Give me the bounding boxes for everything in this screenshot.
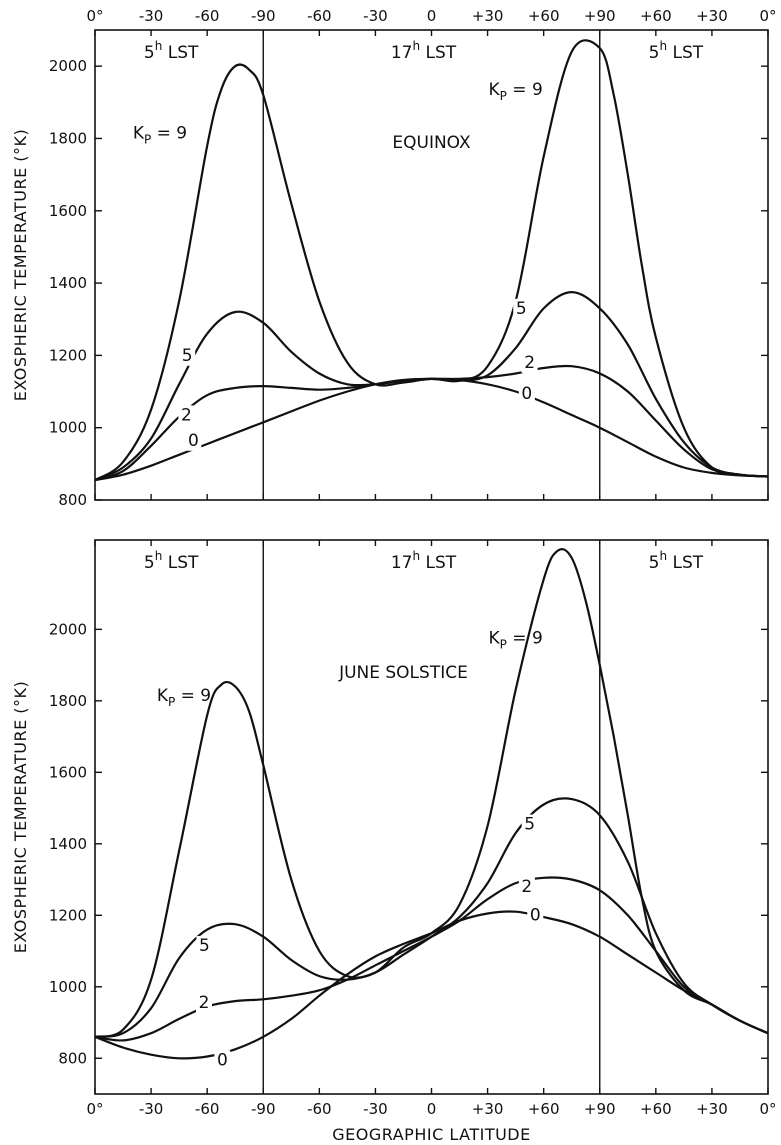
y-tick-label: 1400: [49, 835, 87, 853]
x-tick-label: +60: [528, 7, 560, 25]
series-curve-5: [94, 797, 769, 1038]
series-label-kp9: KP = 9: [488, 629, 542, 652]
series-curve-0: [94, 910, 769, 1060]
x-tick-label: 0°: [86, 1100, 103, 1118]
x-tick-label: +90: [584, 1100, 616, 1118]
plot-frame: [94, 29, 769, 501]
series-label-bg: [521, 814, 538, 835]
series-label-0: 0: [530, 906, 541, 926]
series-label-kp9: KP = 9: [157, 686, 211, 709]
y-tick-label: 1800: [49, 692, 87, 710]
series-label-2: 2: [181, 405, 192, 425]
series-label-bg: [214, 1050, 231, 1071]
y-tick-label: 1400: [49, 274, 87, 292]
series-label-bg: [196, 936, 213, 957]
y-axis-title: EXOSPHERIC TEMPERATURE (°K): [11, 681, 30, 954]
series-label-bg: [178, 405, 195, 426]
series-curve-kp9: [94, 548, 769, 1038]
x-tick-label: -60: [195, 1100, 220, 1118]
x-tick-label: -90: [251, 7, 276, 25]
series-label-5: 5: [182, 346, 193, 366]
x-tick-label: -60: [307, 1100, 332, 1118]
x-tick-label: +30: [472, 7, 504, 25]
x-tick-label: -30: [139, 7, 164, 25]
series-label-0: 0: [217, 1050, 228, 1070]
series-label-0: 0: [188, 431, 199, 451]
x-tick-label: -30: [139, 1100, 164, 1118]
x-tick-label: +30: [472, 1100, 504, 1118]
region-label: 5h LST: [649, 549, 704, 573]
region-label: 5h LST: [144, 549, 199, 573]
region-label: 17h LST: [391, 549, 457, 573]
series-label-kp9: KP = 9: [488, 80, 542, 103]
series-label-5: 5: [524, 815, 535, 835]
x-tick-label: +30: [696, 7, 728, 25]
x-tick-label: 0: [427, 1100, 437, 1118]
y-tick-label: 800: [58, 491, 87, 509]
series-label-5: 5: [516, 299, 527, 319]
y-tick-label: 1000: [49, 419, 87, 437]
y-axis-title: EXOSPHERIC TEMPERATURE (°K): [11, 129, 30, 402]
x-tick-label: +90: [584, 7, 616, 25]
series-label-2: 2: [199, 993, 210, 1013]
y-tick-label: 1600: [49, 202, 87, 220]
x-tick-label: +60: [528, 1100, 560, 1118]
series-label-2: 2: [521, 877, 532, 897]
series-label-bg: [521, 353, 538, 374]
x-tick-label: +60: [640, 7, 672, 25]
y-tick-label: 1000: [49, 978, 87, 996]
region-label: 5h LST: [144, 39, 199, 63]
region-label: 17h LST: [391, 39, 457, 63]
x-tick-label: -60: [307, 7, 332, 25]
series-label-bg: [195, 993, 212, 1014]
panel-annotation: JUNE SOLSTICE: [338, 663, 468, 683]
y-tick-label: 2000: [49, 620, 87, 638]
series-curve-5: [94, 290, 769, 482]
series-label-kp9: KP = 9: [133, 123, 187, 146]
x-tick-label: -90: [251, 1100, 276, 1118]
series-label-bg: [518, 877, 535, 898]
y-tick-label: 1200: [49, 906, 87, 924]
series-label-bg: [513, 298, 530, 319]
y-tick-label: 800: [58, 1049, 87, 1067]
x-tick-label: +60: [640, 1100, 672, 1118]
series-label-bg: [518, 383, 535, 404]
series-curve-2: [94, 876, 769, 1042]
series-label-bg: [185, 430, 202, 451]
x-tick-label: 0°: [759, 1100, 776, 1118]
x-tick-label: 0°: [86, 7, 103, 25]
series-curve-0: [94, 377, 769, 482]
y-tick-label: 1200: [49, 346, 87, 364]
series-label-5: 5: [199, 936, 210, 956]
panel-annotation: EQUINOX: [392, 133, 471, 153]
series-curve-kp9: [94, 39, 769, 482]
x-tick-label: -60: [195, 7, 220, 25]
x-tick-label: 0°: [759, 7, 776, 25]
series-label-2: 2: [524, 353, 535, 373]
x-axis-title: GEOGRAPHIC LATITUDE: [332, 1125, 530, 1144]
x-tick-label: 0: [427, 7, 437, 25]
y-tick-label: 1800: [49, 129, 87, 147]
series-label-bg: [179, 345, 196, 366]
series-curve-2: [94, 364, 769, 482]
y-tick-label: 1600: [49, 763, 87, 781]
x-tick-label: -30: [363, 1100, 388, 1118]
x-tick-label: +30: [696, 1100, 728, 1118]
series-label-0: 0: [521, 384, 532, 404]
series-label-bg: [527, 905, 544, 926]
x-tick-label: -30: [363, 7, 388, 25]
y-tick-label: 2000: [49, 57, 87, 75]
region-label: 5h LST: [649, 39, 704, 63]
